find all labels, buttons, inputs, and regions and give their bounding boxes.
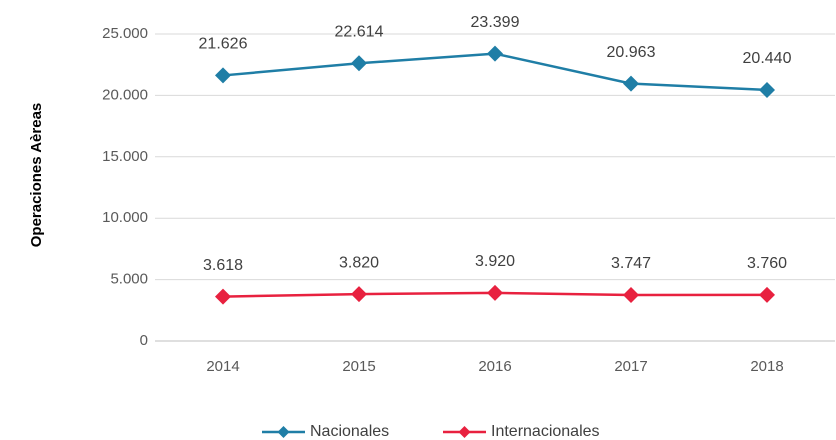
x-tick-label: 2015	[342, 358, 375, 375]
y-tick-label: 20.000	[102, 86, 148, 103]
data-label: 3.820	[339, 254, 379, 271]
data-point	[215, 288, 231, 305]
y-axis-label: Operaciones Aèreas	[28, 103, 45, 248]
x-tick-label: 2017	[614, 358, 647, 375]
data-point	[487, 284, 503, 301]
y-tick-label: 25.000	[102, 25, 148, 42]
data-point	[351, 55, 367, 72]
data-label: 21.626	[199, 36, 248, 53]
y-tick-label: 15.000	[102, 148, 148, 165]
data-label: 20.440	[743, 50, 792, 67]
legend-marker	[277, 426, 290, 438]
y-tick-label: 5.000	[110, 271, 148, 288]
x-tick-label: 2018	[750, 358, 783, 375]
data-label: 3.747	[611, 255, 651, 272]
data-point	[487, 45, 503, 62]
data-label: 3.760	[747, 255, 787, 272]
x-tick-label: 2016	[478, 358, 511, 375]
data-label: 23.399	[471, 14, 520, 31]
data-label: 3.920	[475, 253, 515, 270]
legend-label: Nacionales	[310, 423, 389, 440]
data-point	[759, 81, 775, 98]
data-point	[623, 75, 639, 92]
data-point	[351, 286, 367, 303]
legend-label: Internacionales	[491, 423, 600, 440]
y-tick-label: 10.000	[102, 209, 148, 226]
data-point	[623, 286, 639, 303]
x-tick-label: 2014	[206, 358, 239, 375]
data-label: 22.614	[335, 24, 384, 41]
data-point	[215, 67, 231, 84]
y-tick-label: 0	[140, 332, 148, 349]
data-label: 3.618	[203, 257, 243, 274]
data-point	[759, 286, 775, 303]
legend-marker	[458, 426, 471, 438]
data-label: 20.963	[607, 44, 656, 61]
